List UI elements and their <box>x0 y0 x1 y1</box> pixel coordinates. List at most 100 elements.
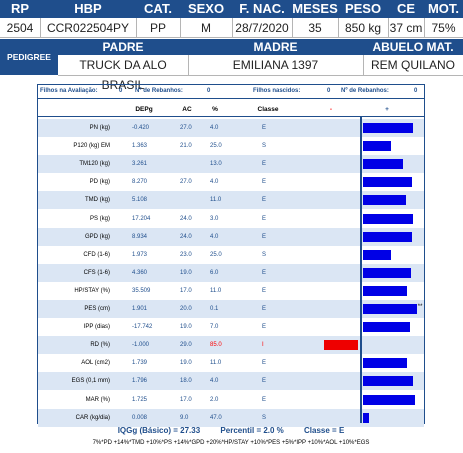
header-label-fnac: F. NAC. <box>239 1 285 16</box>
header-label-meses: MESES <box>292 1 338 16</box>
trait-star: ** <box>417 304 423 310</box>
divider <box>188 55 189 75</box>
trait-name: AOL (cm2) <box>81 360 110 367</box>
column-header-classe: Classe <box>257 106 279 113</box>
value-fnac: 28/7/2020 <box>235 21 289 35</box>
table-row: EGS (0,1 mm) 1.796 18.0 4.0 E <box>38 372 424 391</box>
rebanhos-value-1: 0 <box>207 88 211 94</box>
trait-pct: 11.0 <box>210 360 222 367</box>
divider <box>136 18 137 38</box>
trait-pct: 4.0 <box>210 233 219 240</box>
trait-depg: -0.420 <box>132 125 150 131</box>
divider <box>40 18 41 38</box>
header-label-cat: CAT. <box>144 1 172 16</box>
divider <box>180 18 181 38</box>
summary-line: IQGg (Básico) = 27.33 Percentil = 2.0 % … <box>37 426 425 435</box>
header-label-peso: PESO <box>344 1 382 16</box>
trait-ac: 19.0 <box>180 324 192 331</box>
divider <box>232 18 233 38</box>
iqgg-formula: 7%*PD +14%*TMD +10%*PS +14%*GPD +20%*HP/… <box>92 440 370 446</box>
trait-ac: 21.0 <box>180 143 192 150</box>
trait-bar <box>363 322 411 333</box>
trait-depg: 35.509 <box>132 287 151 294</box>
trait-classe: E <box>262 378 267 385</box>
column-header-depg: DEPg <box>135 106 153 113</box>
value-hbp: CCR022504PY <box>46 21 130 35</box>
trait-depg: 17.204 <box>132 215 151 222</box>
percentil-value: Percentil = 2.0 % <box>220 426 284 435</box>
zero-axis-line <box>360 117 362 423</box>
header-label-ce: CE <box>396 1 416 16</box>
trait-pct: 4.0 <box>210 179 219 186</box>
trait-name: P120 (kg) EM <box>73 143 110 150</box>
trait-bar <box>363 159 404 170</box>
trait-ac: 23.0 <box>180 251 192 258</box>
table-row: TM120 (kg) 3.261 13.0 E <box>38 155 424 174</box>
trait-pct: 2.0 <box>210 396 219 403</box>
trait-classe: E <box>262 215 267 222</box>
trait-pct: 25.0 <box>210 143 222 150</box>
trait-ac: 27.0 <box>180 125 192 131</box>
trait-depg: -1.000 <box>132 342 150 349</box>
trait-classe: I <box>262 342 264 349</box>
trait-classe: E <box>262 125 267 131</box>
trait-classe: S <box>262 251 267 258</box>
table-row: GPD (kg) 8.934 24.0 4.0 E <box>38 227 424 246</box>
table-row: PES (cm) 1.901 20.0 0.1 E ** <box>38 300 424 318</box>
value-peso: 850 kg <box>344 21 382 35</box>
trait-name: CAR (kg/dia) <box>75 414 110 421</box>
table-row: PS (kg) 17.204 24.0 3.0 E <box>38 210 424 228</box>
trait-pct: 0.1 <box>210 306 219 312</box>
filhos-nascidos-value: 0 <box>327 88 331 94</box>
pedigree-label: PEDIGREE <box>0 39 58 75</box>
trait-depg: 1.973 <box>132 251 148 258</box>
table-row: HP/STAY (%) 35.509 17.0 11.0 E <box>38 282 424 300</box>
trait-ac: 19.0 <box>180 360 192 367</box>
trait-name: RD (%) <box>90 342 110 349</box>
column-header-ac: AC <box>182 106 192 113</box>
trait-depg: 1.725 <box>132 396 148 403</box>
header-label-sexo: SEXO <box>187 1 225 16</box>
trait-pct: 47.0 <box>210 414 222 421</box>
trait-depg: 4.360 <box>132 269 148 276</box>
divider <box>38 116 424 117</box>
divider <box>58 75 463 76</box>
trait-bar <box>363 195 406 206</box>
table-row: IPP (dias) -17.742 19.0 7.0 E <box>38 318 424 336</box>
value-sexo: M <box>201 21 211 35</box>
table-row: CFS (1-6) 4.360 19.0 6.0 E <box>38 263 424 282</box>
trait-pct: 13.0 <box>210 161 222 168</box>
divider <box>38 98 424 99</box>
table-row: PD (kg) 8.270 27.0 4.0 E <box>38 173 424 191</box>
classe-value: Classe = E <box>304 426 345 435</box>
trait-pct: 4.0 <box>210 378 219 385</box>
rebanhos-label-1: Nº de Rebanhos: <box>135 88 183 94</box>
trait-name: TM120 (kg) <box>79 161 110 168</box>
trait-ac: 20.0 <box>180 306 192 312</box>
trait-depg: -17.742 <box>132 324 153 331</box>
trait-pct: 11.0 <box>210 197 222 204</box>
trait-classe: E <box>262 269 267 276</box>
trait-ac: 19.0 <box>180 269 192 276</box>
trait-ac: 24.0 <box>180 233 192 240</box>
trait-depg: 1.363 <box>132 143 148 150</box>
pedigree-label-abuelo: ABUELO MAT. <box>363 39 463 55</box>
trait-name: EGS (0,1 mm) <box>71 378 110 385</box>
trait-bar <box>363 376 414 387</box>
table-row: TMD (kg) 5.108 11.0 E <box>38 191 424 210</box>
trait-ac: 29.0 <box>180 342 192 349</box>
trait-name: PN (kg) <box>89 125 110 131</box>
trait-pct: 6.0 <box>210 269 219 276</box>
trait-pct: 85.0 <box>210 342 222 349</box>
trait-bar <box>363 267 412 278</box>
trait-name: PD (kg) <box>89 179 110 186</box>
trait-bar <box>363 141 391 152</box>
rebanhos-value-2: 0 <box>414 88 418 94</box>
trait-bar <box>363 285 407 296</box>
value-rp: 2504 <box>6 21 34 35</box>
pedigree-value-abuelo: REM QUILANO <box>363 55 463 75</box>
trait-ac: 18.0 <box>180 378 192 385</box>
divider <box>292 18 293 38</box>
trait-name: IPP (dias) <box>83 324 110 331</box>
trait-name: CFD (1-6) <box>83 251 110 258</box>
